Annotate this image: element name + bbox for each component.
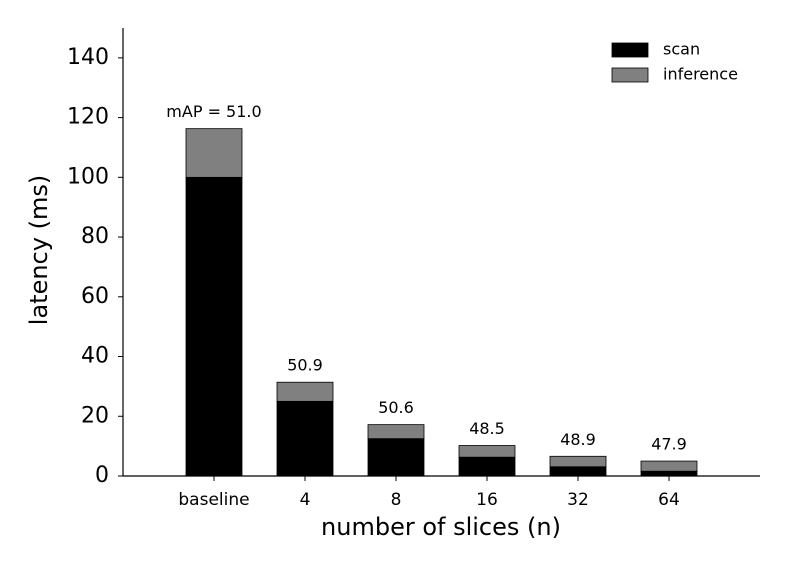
bar-segment bbox=[276, 400, 334, 477]
legend-swatch bbox=[611, 67, 649, 83]
y-tick-label: 40 bbox=[81, 344, 109, 369]
x-tick-label: 16 bbox=[476, 490, 498, 510]
bar-segment bbox=[549, 455, 607, 468]
x-axis-label: number of slices (n) bbox=[321, 513, 561, 541]
bar-segment bbox=[185, 128, 243, 178]
bar-segment bbox=[458, 456, 516, 477]
x-tick-label: 64 bbox=[658, 490, 680, 510]
y-axis-label: latency (ms) bbox=[25, 175, 53, 325]
bar-annotation: 50.9 bbox=[287, 356, 323, 375]
bar-annotation: 48.9 bbox=[560, 430, 596, 449]
legend-swatch bbox=[611, 42, 649, 58]
bar-segment bbox=[276, 381, 334, 402]
y-tick-label: 80 bbox=[81, 224, 109, 249]
bar-segment bbox=[640, 470, 698, 477]
y-tick-label: 20 bbox=[81, 403, 109, 428]
y-tick-label: 100 bbox=[67, 164, 109, 189]
x-tick-label: 8 bbox=[391, 490, 402, 510]
legend-label: inference bbox=[663, 65, 738, 84]
y-tick-label: 60 bbox=[81, 284, 109, 309]
bar-segment bbox=[458, 445, 516, 458]
legend-label: scan bbox=[663, 40, 700, 59]
bar-annotation: 48.5 bbox=[469, 419, 505, 438]
x-tick-label: baseline bbox=[178, 490, 249, 510]
bar-segment bbox=[640, 460, 698, 472]
bar-segment bbox=[367, 438, 425, 477]
bar-annotation: 50.6 bbox=[378, 398, 414, 417]
bar-annotation: 47.9 bbox=[651, 435, 687, 454]
y-tick-label: 120 bbox=[67, 105, 109, 130]
bar-annotation: mAP = 51.0 bbox=[166, 102, 261, 121]
bar-segment bbox=[367, 424, 425, 440]
bar-segment bbox=[549, 466, 607, 477]
y-tick-label: 0 bbox=[95, 463, 109, 488]
bar-segment bbox=[185, 176, 243, 477]
x-tick-label: 4 bbox=[300, 490, 311, 510]
y-tick-label: 140 bbox=[67, 45, 109, 70]
x-tick-label: 32 bbox=[567, 490, 589, 510]
